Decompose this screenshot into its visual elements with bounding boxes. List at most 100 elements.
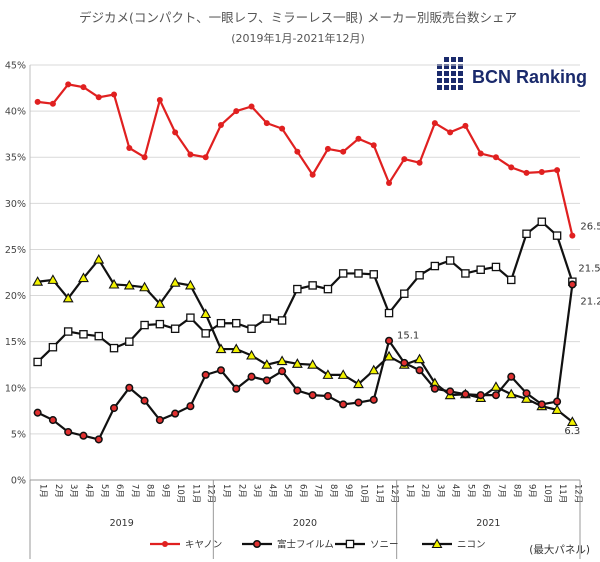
- data-point: [155, 416, 164, 425]
- data-point: [508, 164, 515, 171]
- data-point: [201, 370, 210, 379]
- x-tick-label: 5月: [282, 484, 292, 498]
- y-tick-label: 5%: [11, 429, 26, 440]
- data-point: [308, 391, 317, 400]
- data-point: [370, 142, 377, 149]
- legend-label: キヤノン: [185, 540, 222, 551]
- data-point: [125, 383, 134, 392]
- data-point: [477, 150, 484, 157]
- logo-square: [437, 85, 442, 90]
- data-point: [322, 369, 334, 379]
- peak-label: 15.1: [397, 331, 419, 342]
- x-tick-label: 1月: [221, 484, 231, 498]
- y-tick-label: 35%: [5, 153, 26, 164]
- data-point: [490, 381, 502, 391]
- data-point: [48, 342, 58, 352]
- x-tick-label: 4月: [83, 484, 93, 498]
- data-point: [216, 366, 226, 375]
- data-point: [201, 329, 210, 338]
- data-point: [126, 145, 133, 151]
- y-tick-label: 40%: [5, 107, 26, 118]
- data-point: [538, 168, 545, 175]
- logo-square: [444, 64, 449, 69]
- logo-square: [458, 57, 463, 62]
- data-point: [111, 91, 118, 98]
- series-line: [37, 83, 574, 236]
- data-point: [232, 384, 241, 393]
- x-tick-label: 11月: [374, 484, 384, 503]
- x-tick-label: 6月: [297, 484, 307, 498]
- data-point: [551, 404, 563, 414]
- x-tick-label: 8月: [145, 484, 155, 498]
- data-point: [354, 398, 363, 407]
- y-tick-label: 25%: [5, 245, 26, 256]
- data-point: [80, 84, 87, 91]
- data-point: [217, 121, 224, 128]
- logo-square: [437, 78, 442, 83]
- data-point: [323, 284, 333, 294]
- x-tick-label: 6月: [114, 484, 124, 498]
- legend: キヤノン 富士フイルム ソニー ニコン: [150, 538, 486, 551]
- x-tick-label: 9月: [160, 484, 170, 498]
- x-tick-label: 2月: [236, 484, 246, 498]
- data-point: [430, 384, 439, 393]
- legend-item-sony: ソニー: [335, 540, 399, 551]
- data-point: [33, 408, 42, 417]
- data-point: [141, 154, 148, 161]
- y-tick-label: 10%: [5, 383, 26, 394]
- end-label: 6.3: [564, 426, 580, 437]
- logo-square: [437, 71, 442, 76]
- data-point: [462, 122, 469, 129]
- x-tick-label: 12月: [206, 484, 216, 503]
- bcn-logo-text: BCN Ranking: [472, 67, 587, 87]
- data-point: [109, 343, 119, 353]
- data-point: [415, 366, 424, 375]
- data-point: [233, 108, 240, 115]
- logo-square: [444, 71, 449, 76]
- data-point: [247, 372, 256, 381]
- data-point: [34, 98, 41, 105]
- legend-marker: [345, 539, 355, 549]
- data-point: [215, 343, 227, 354]
- data-point: [340, 148, 347, 155]
- data-point: [94, 435, 103, 444]
- logo-square: [451, 64, 456, 69]
- x-tick-label: 9月: [343, 484, 353, 498]
- data-point: [568, 280, 577, 289]
- series-line: [37, 257, 574, 423]
- series-line: [37, 284, 574, 441]
- data-point: [401, 156, 408, 163]
- data-point: [384, 308, 394, 318]
- x-tick-label: 5月: [465, 484, 475, 498]
- data-point: [569, 232, 576, 239]
- series-fujifilm: [33, 280, 577, 444]
- data-point: [247, 324, 256, 334]
- data-point: [353, 378, 364, 389]
- data-point: [79, 330, 88, 339]
- data-point: [461, 390, 470, 399]
- x-axis: 1月 2月 3月 4月 5月 6月 7月 8月 9月 10月 11月 12月 1月 2月 3月 4月 5月 6月 7…: [29, 479, 582, 559]
- x-tick-label: 3月: [435, 484, 445, 498]
- data-point: [93, 253, 105, 264]
- data-point: [369, 270, 378, 279]
- data-labels: 26.5 21.5 21.2 6.3 15.1: [397, 222, 600, 437]
- year-label: 2019: [110, 518, 134, 529]
- data-point: [537, 217, 547, 227]
- bcn-logo: BCN Ranking: [437, 57, 587, 90]
- data-point: [522, 389, 531, 398]
- series-layer: [32, 81, 578, 444]
- logo-square: [444, 78, 449, 83]
- data-point: [154, 298, 166, 308]
- data-point: [554, 167, 561, 174]
- data-point: [507, 372, 516, 381]
- data-point: [156, 97, 163, 104]
- x-tick-label: 4月: [267, 484, 277, 498]
- x-tick-label: 2月: [420, 484, 430, 498]
- x-tick-label: 6月: [481, 484, 491, 498]
- data-point: [123, 279, 135, 290]
- x-tick-label: 7月: [129, 484, 139, 498]
- logo-square: [451, 78, 456, 83]
- logo-square: [458, 64, 463, 69]
- data-point: [521, 393, 532, 403]
- data-point: [368, 364, 380, 375]
